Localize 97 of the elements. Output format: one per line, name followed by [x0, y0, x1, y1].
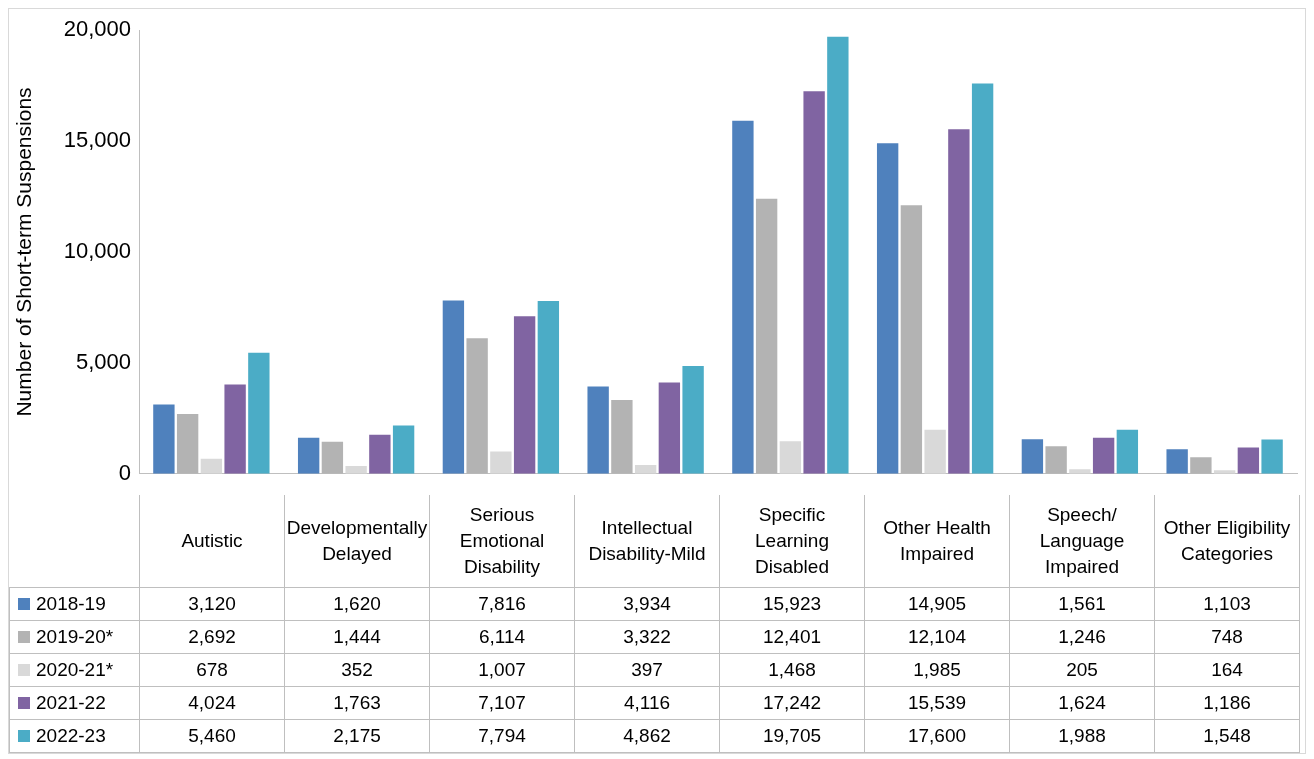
data-label: 1,548	[1154, 719, 1300, 752]
bar	[827, 36, 849, 474]
data-label: 4,862	[574, 719, 720, 752]
data-label: 2,175	[284, 719, 430, 752]
bar	[537, 300, 560, 474]
bar	[948, 129, 970, 474]
bar	[513, 316, 536, 474]
data-label: 164	[1154, 653, 1300, 686]
x-tick-label: Serious Emotional Disability	[429, 495, 575, 587]
x-tick-label: Specific Learning Disabled	[719, 495, 865, 587]
data-label: 1,624	[1009, 686, 1155, 719]
x-tick-label: Other Eligibility Categories	[1154, 495, 1300, 587]
bar	[442, 300, 465, 474]
bar	[971, 83, 994, 474]
bar	[200, 458, 223, 474]
data-label: 12,401	[719, 620, 865, 653]
bar	[1069, 469, 1091, 474]
bar	[732, 120, 754, 474]
data-label: 17,600	[864, 719, 1010, 752]
data-label: 3,120	[139, 587, 285, 620]
data-label: 352	[284, 653, 430, 686]
bar	[224, 384, 246, 474]
bar	[779, 441, 802, 474]
y-tick-label: 5,000	[75, 348, 131, 374]
legend-label: 2019-20*	[36, 625, 114, 648]
data-label: 12,104	[864, 620, 1010, 653]
data-label: 1,763	[284, 686, 430, 719]
data-label: 4,024	[139, 686, 285, 719]
bar	[1190, 457, 1212, 474]
bar	[466, 338, 488, 474]
x-tick-label: Other Health Impaired	[864, 495, 1010, 587]
bar	[490, 451, 512, 474]
bar	[611, 400, 633, 474]
data-label: 4,116	[574, 686, 720, 719]
legend-label: 2022-23	[36, 724, 106, 747]
bar	[587, 386, 609, 474]
x-tick-label: Speech/ Language Impaired	[1009, 495, 1155, 587]
bar	[321, 441, 344, 474]
data-label: 19,705	[719, 719, 865, 752]
y-tick-label: 0	[118, 459, 131, 485]
bar	[176, 414, 199, 474]
x-tick-label: Intellectual Disability-Mild	[574, 495, 720, 587]
data-label: 1,007	[429, 653, 575, 686]
data-label: 397	[574, 653, 720, 686]
data-label: 5,460	[139, 719, 285, 752]
bar	[345, 465, 367, 474]
data-label: 3,934	[574, 587, 720, 620]
data-label: 1,246	[1009, 620, 1155, 653]
data-label: 1,468	[719, 653, 865, 686]
bar	[1237, 447, 1260, 474]
data-label: 1,985	[864, 653, 1010, 686]
data-label: 748	[1154, 620, 1300, 653]
data-label: 14,905	[864, 587, 1010, 620]
bar	[658, 382, 681, 474]
data-label: 7,107	[429, 686, 575, 719]
data-label: 205	[1009, 653, 1155, 686]
data-label: 7,816	[429, 587, 575, 620]
bar	[900, 205, 923, 474]
bar	[297, 437, 320, 474]
data-label: 17,242	[719, 686, 865, 719]
bar	[876, 143, 899, 474]
bar	[248, 352, 270, 474]
legend-label: 2020-21*	[36, 658, 114, 681]
data-label: 1,988	[1009, 719, 1155, 752]
x-tick-label: Autistic	[139, 495, 285, 587]
data-label: 3,322	[574, 620, 720, 653]
bar	[153, 404, 175, 474]
data-label: 1,620	[284, 587, 430, 620]
y-tick-label: 15,000	[63, 127, 131, 153]
bar	[1261, 439, 1283, 474]
y-axis-title: Number of Short-term Suspensions	[12, 87, 36, 417]
legend-label: 2021-22	[36, 691, 106, 714]
bar	[1166, 449, 1188, 474]
bar	[682, 365, 704, 474]
y-tick-label: 10,000	[63, 238, 131, 264]
data-label: 678	[139, 653, 285, 686]
bar	[1021, 439, 1044, 474]
x-tick-label: Developmentally Delayed	[284, 495, 430, 587]
bar	[924, 429, 946, 474]
bar	[755, 198, 778, 474]
bar	[1116, 429, 1139, 474]
y-tick-label: 20,000	[63, 16, 131, 42]
data-label: 15,923	[719, 587, 865, 620]
data-label: 1,561	[1009, 587, 1155, 620]
data-label: 1,103	[1154, 587, 1300, 620]
data-label: 1,186	[1154, 686, 1300, 719]
legend-label: 2018-19	[36, 592, 106, 615]
bar	[803, 91, 825, 474]
bar	[1045, 446, 1067, 474]
bar	[392, 425, 415, 474]
data-label: 2,692	[139, 620, 285, 653]
bar	[369, 434, 391, 474]
bar	[1092, 437, 1115, 474]
data-label: 1,444	[284, 620, 430, 653]
data-label: 7,794	[429, 719, 575, 752]
data-label: 6,114	[429, 620, 575, 653]
data-label: 15,539	[864, 686, 1010, 719]
